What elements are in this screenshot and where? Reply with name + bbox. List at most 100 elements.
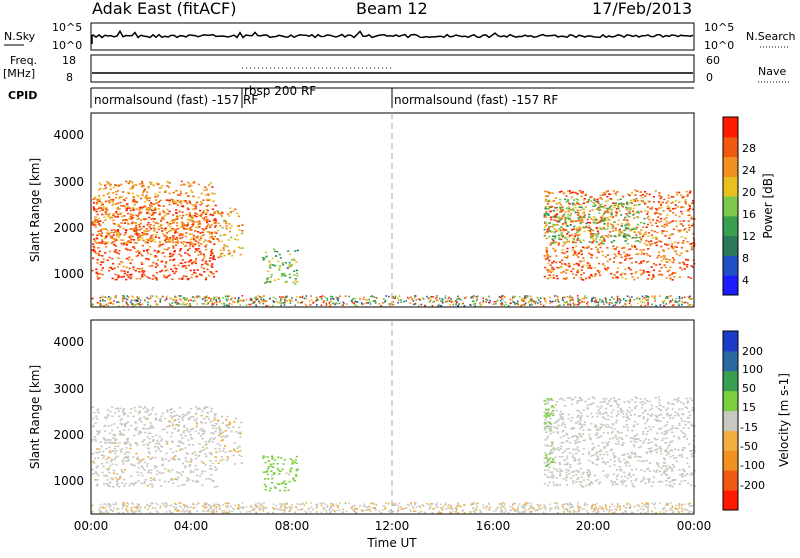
power-cell — [655, 222, 657, 224]
power-cell — [669, 210, 671, 212]
power-cell — [110, 184, 112, 186]
power-cell — [91, 270, 93, 272]
velocity-cell — [123, 442, 125, 444]
velocity-cell — [686, 438, 688, 440]
power-cell — [238, 216, 240, 218]
power-cell — [123, 205, 125, 207]
power-ground-cell — [135, 303, 137, 305]
power-cell — [211, 263, 213, 265]
power-cell — [558, 242, 560, 244]
velocity-cell — [144, 481, 146, 483]
velocity-cell — [626, 420, 628, 422]
power-cell — [674, 246, 676, 248]
power-ground-cell — [250, 299, 252, 301]
power-cell — [658, 255, 660, 257]
power-cell — [630, 202, 632, 204]
power-ground-cell — [210, 299, 212, 301]
velocity-cell — [680, 402, 682, 404]
power-cell — [552, 275, 554, 277]
power-cell — [597, 251, 599, 253]
power-ytick-3000: 3000 — [53, 175, 84, 189]
velocity-cell — [655, 445, 657, 447]
power-cell — [544, 229, 546, 231]
velocity-cell — [218, 435, 220, 437]
velocity-cell — [678, 400, 680, 402]
date-title: 17/Feb/2013 — [592, 0, 692, 18]
velocity-cell — [610, 412, 612, 414]
velocity-cell — [115, 464, 117, 466]
velocity-cell — [562, 452, 564, 454]
power-cell — [660, 218, 662, 220]
velocity-cell — [623, 426, 625, 428]
power-ground-cell — [493, 304, 495, 306]
power-cell — [643, 270, 645, 272]
velocity-cell — [645, 438, 647, 440]
power-ground-cell — [373, 296, 375, 298]
velocity-cell — [228, 422, 230, 424]
velocity-cell — [625, 435, 627, 437]
power-cell — [577, 235, 579, 237]
power-cell — [687, 210, 689, 212]
power-cell — [578, 204, 580, 206]
power-cell — [157, 252, 159, 254]
power-ground-cell — [449, 300, 451, 302]
power-cell — [188, 255, 190, 257]
velocity-cell — [602, 413, 604, 415]
power-ground-cell — [399, 295, 401, 297]
power-cell — [278, 278, 280, 280]
power-ground-cell — [679, 296, 681, 298]
power-cell — [163, 275, 165, 277]
power-ground-cell — [269, 298, 271, 300]
velocity-cell — [562, 431, 564, 433]
power-cell — [640, 262, 642, 264]
power-cell — [629, 258, 631, 260]
power-cell — [564, 253, 566, 255]
velocity-cell — [199, 443, 201, 445]
power-cell — [646, 193, 648, 195]
power-cell — [652, 237, 654, 239]
power-ground-cell — [380, 305, 382, 307]
power-cell — [141, 271, 143, 273]
velocity-cell — [688, 411, 690, 413]
velocity-cell — [124, 483, 126, 485]
velocity-cell — [201, 411, 203, 413]
power-cell — [130, 278, 132, 280]
power-cell — [127, 213, 129, 215]
power-ground-cell — [261, 301, 263, 303]
power-cell — [123, 242, 125, 244]
power-cell — [593, 216, 595, 218]
power-cell — [125, 279, 127, 281]
velocity-cell — [634, 401, 636, 403]
velocity-cell — [211, 468, 213, 470]
power-ground-cell — [516, 303, 518, 305]
velocity-cell — [155, 450, 157, 452]
power-cell — [108, 196, 110, 198]
velocity-cell — [550, 433, 552, 435]
power-cell — [647, 216, 649, 218]
velocity-cell — [660, 453, 662, 455]
power-cell — [665, 217, 667, 219]
power-ground-cell — [323, 300, 325, 302]
power-cell — [588, 253, 590, 255]
velocity-cell — [218, 462, 220, 464]
power-ground-cell — [482, 302, 484, 304]
power-cell — [544, 255, 546, 257]
power-ground-cell — [118, 305, 120, 307]
power-colorbar-segment — [723, 255, 738, 275]
velocity-cell — [565, 472, 567, 474]
power-cell — [639, 241, 641, 243]
power-cell — [131, 259, 133, 261]
power-cell — [92, 258, 94, 260]
power-ground-cell — [432, 305, 434, 307]
velocity-cell — [171, 478, 173, 480]
velocity-cell — [271, 458, 273, 460]
power-cell — [630, 200, 632, 202]
power-ground-cell — [551, 301, 553, 303]
power-cell — [648, 274, 650, 276]
power-cell — [115, 231, 117, 233]
power-cell — [607, 217, 609, 219]
power-ground-cell — [357, 301, 359, 303]
power-cell — [164, 240, 166, 242]
velocity-cell — [604, 401, 606, 403]
power-cell — [688, 204, 690, 206]
